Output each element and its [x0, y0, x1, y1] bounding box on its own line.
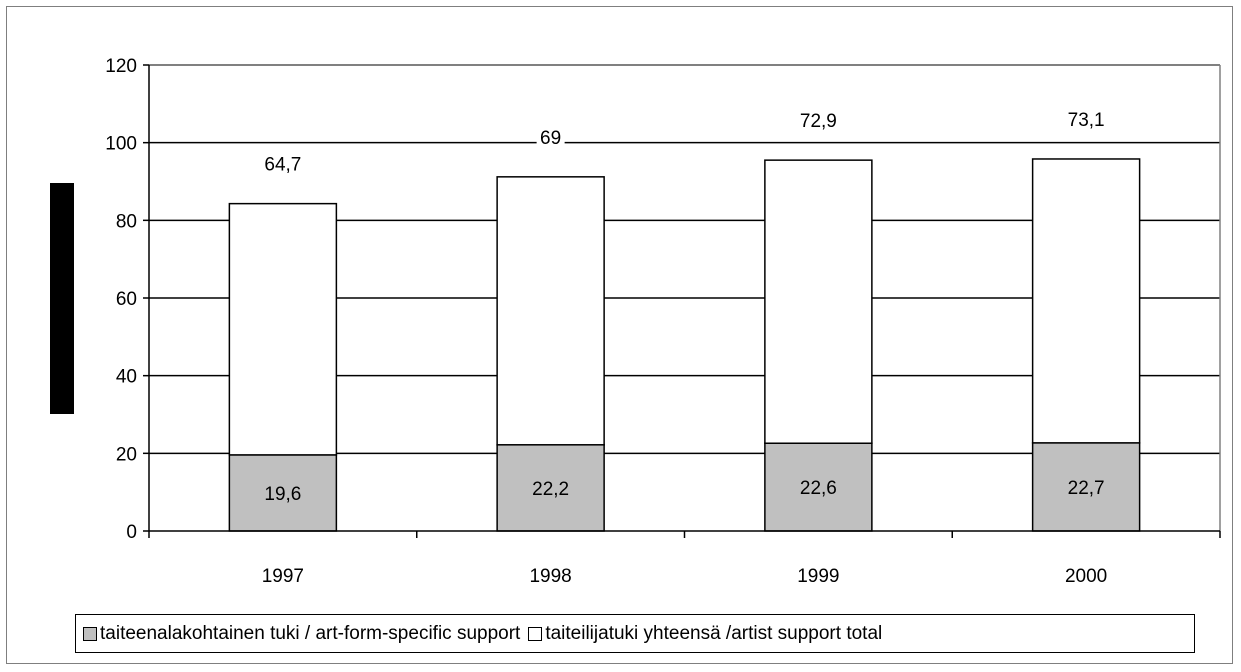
- data-label-bg: [536, 125, 565, 150]
- y-tick-label: 100: [105, 134, 137, 155]
- data-label-bg: [793, 109, 844, 134]
- data-label-artist-support-total: 64,7: [264, 155, 301, 176]
- x-tick-label: 2000: [1065, 566, 1107, 587]
- bar-artist-support-total: [228, 202, 338, 456]
- bar-art-form-specific: [496, 444, 605, 532]
- bar-art-form-specific: [1031, 442, 1141, 532]
- bars: [228, 158, 1141, 532]
- legend-swatch-gray: [83, 626, 97, 641]
- data-label-artist-support-total: 69: [540, 128, 561, 149]
- data-label-art-form-specific: 19,6: [264, 484, 301, 505]
- data-label-art-form-specific: 22,2: [532, 479, 569, 500]
- y-tick-label: 80: [116, 211, 137, 232]
- data-label-artist-support-total: 72,9: [800, 111, 837, 132]
- axes: 0 20 40 60 80 100 120 1997 1998 1999 2000: [105, 56, 1221, 587]
- y-axis-label-redacted: [50, 183, 74, 414]
- bar-artist-support-total: [764, 159, 873, 444]
- y-tick-label: 0: [126, 522, 137, 543]
- legend-label-artist-support-total: taiteilijatuki yhteensä /artist support …: [545, 622, 883, 644]
- x-tick-label: 1998: [529, 566, 571, 587]
- chart-frame: [6, 6, 1233, 664]
- bar-art-form-specific: [228, 454, 338, 532]
- legend-item-artist-support-total: taiteilijatuki yhteensä /artist support …: [528, 623, 882, 645]
- data-label-bg: [1061, 107, 1112, 132]
- y-tick-label: 40: [116, 367, 137, 388]
- x-tick-label: 1997: [262, 566, 304, 587]
- bar-art-form-specific: [764, 442, 873, 532]
- legend: taiteenalakohtainen tuki / art-form-spec…: [75, 614, 1195, 653]
- y-tick-label: 60: [116, 289, 137, 310]
- y-tick-label: 20: [116, 444, 137, 465]
- data-label-artist-support-total: 73,1: [1068, 110, 1105, 131]
- legend-item-art-form-specific: taiteenalakohtainen tuki / art-form-spec…: [83, 623, 520, 645]
- data-label-bg: [257, 152, 308, 177]
- legend-label-art-form-specific: taiteenalakohtainen tuki / art-form-spec…: [100, 622, 521, 644]
- data-label-art-form-specific: 22,6: [800, 478, 837, 499]
- y-tick-label: 120: [105, 56, 137, 77]
- bar-artist-support-total: [1031, 158, 1141, 444]
- legend-swatch-white: [528, 626, 543, 641]
- data-label-art-form-specific: 22,7: [1068, 478, 1105, 499]
- bar-artist-support-total: [496, 176, 605, 446]
- x-tick-label: 1999: [797, 566, 839, 587]
- data-labels: 19,6 64,7 22,2 69 22,6 72,9 22,7 73,1: [257, 107, 1112, 505]
